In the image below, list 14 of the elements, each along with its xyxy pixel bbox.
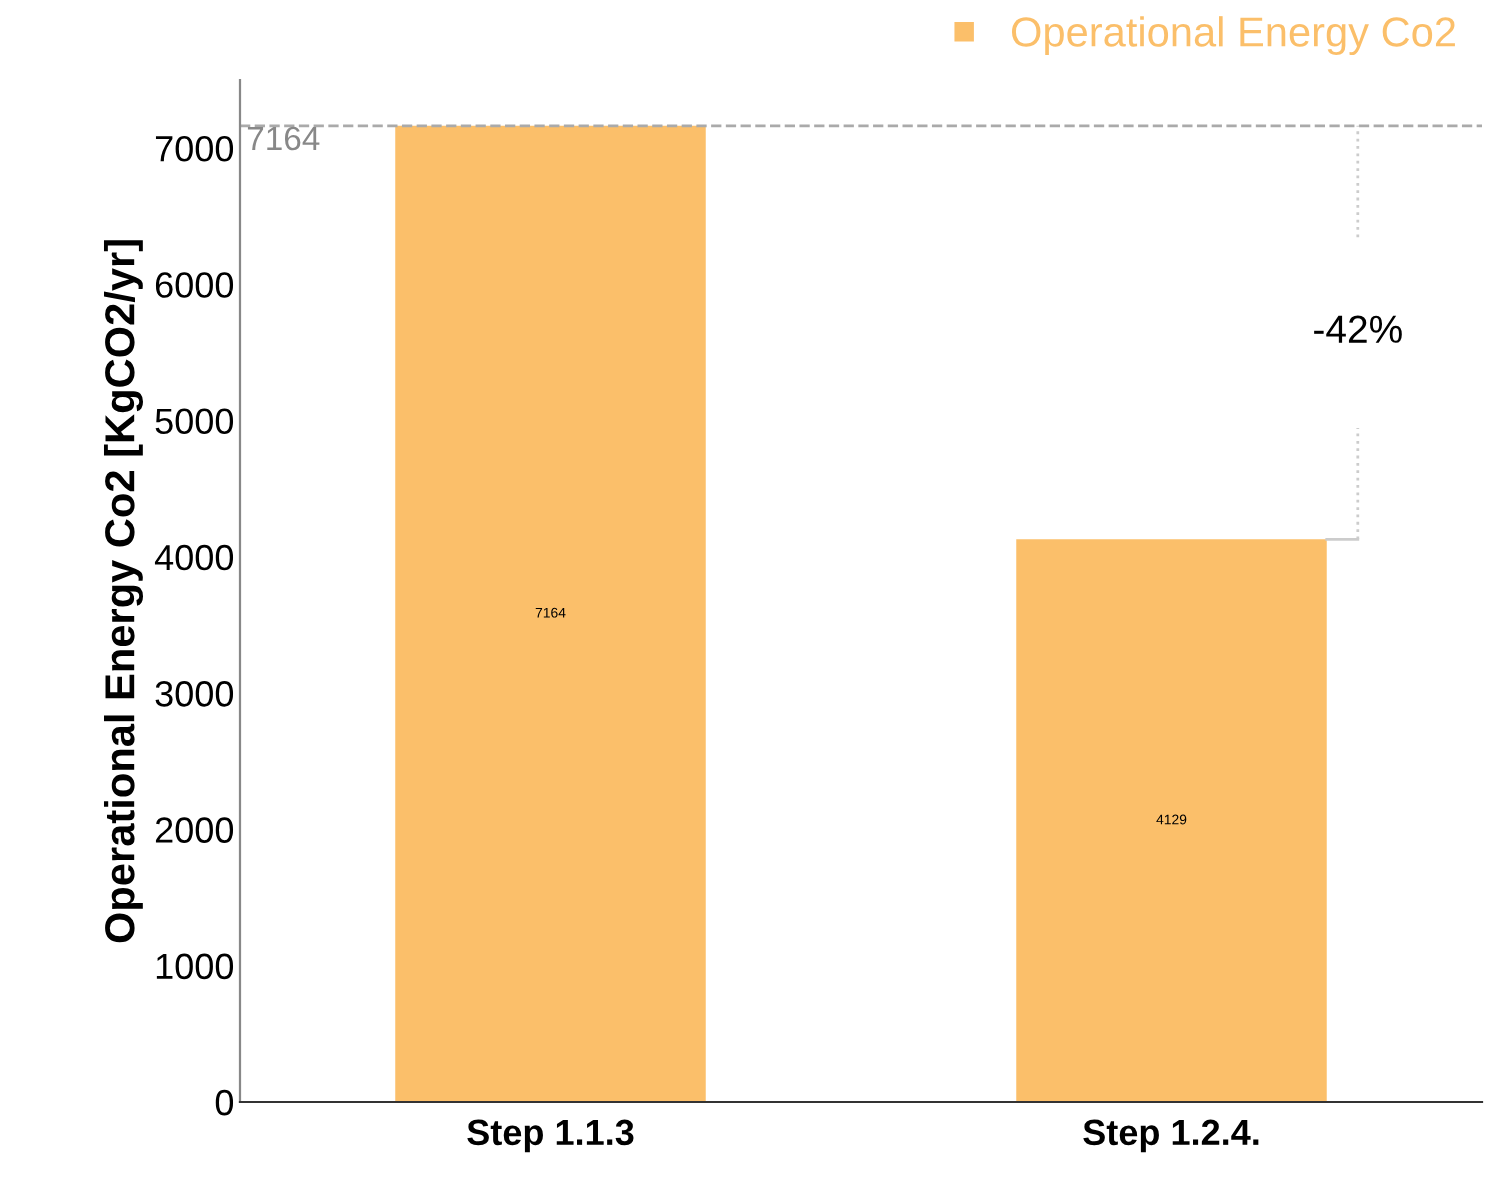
y-tick-label: 4000 <box>154 544 234 571</box>
y-axis-title: Operational Energy Co2 [KgCO2/yr] <box>103 240 144 943</box>
x-tick-label: Step 1.2.4. <box>1083 1119 1259 1153</box>
y-tick-label: 1000 <box>156 953 234 980</box>
y-tick-label: 2000 <box>155 817 234 843</box>
legend-label: Operational Energy Co2 <box>1011 16 1455 55</box>
y-tick-label: 3000 <box>155 681 234 707</box>
x-tick-label: Step 1.1.3 <box>467 1119 634 1153</box>
y-tick-label: 5000 <box>155 408 234 435</box>
annotation: -42% <box>1314 315 1402 343</box>
y-tick-label: 7000 <box>155 136 234 162</box>
y-tick-label: 6000 <box>155 272 234 298</box>
y-tick-label: 0 <box>215 1089 234 1116</box>
ref-line-label: 7164 <box>247 126 320 151</box>
